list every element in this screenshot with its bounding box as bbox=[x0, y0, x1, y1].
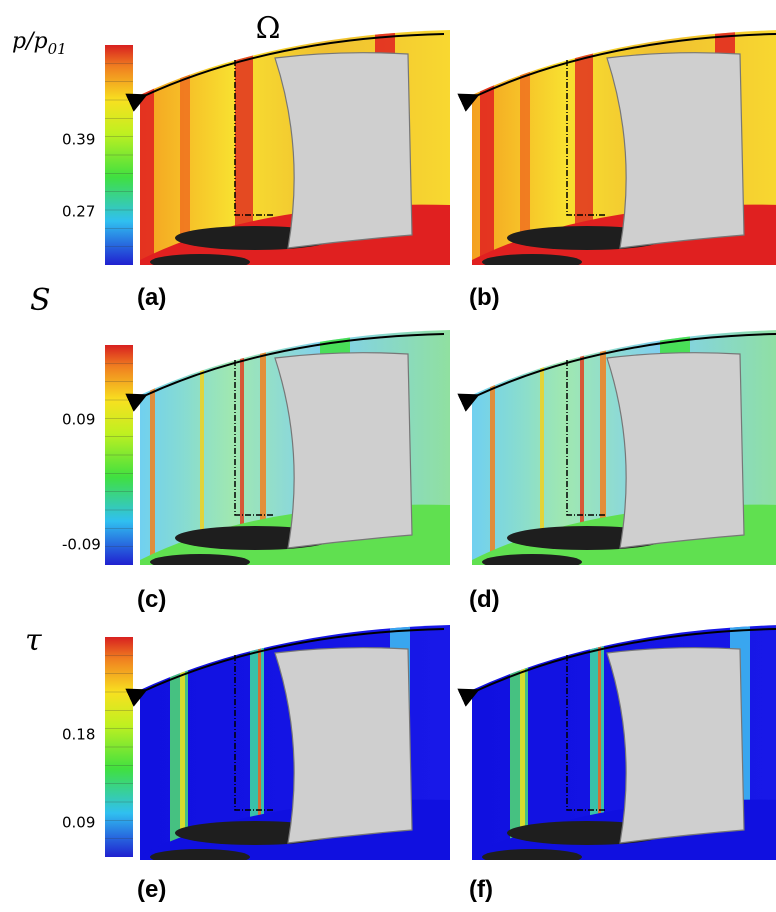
hub-blade bbox=[150, 849, 250, 865]
rotation-label: Ω bbox=[256, 11, 281, 46]
rotor-blade bbox=[607, 353, 744, 548]
field-streak bbox=[520, 30, 530, 265]
colorbar-tick-label: 0.09 bbox=[62, 814, 95, 832]
contour-panel bbox=[472, 330, 776, 570]
contour-panel bbox=[140, 30, 450, 270]
rotor-blade bbox=[607, 53, 744, 248]
variable-label: τ bbox=[25, 623, 42, 658]
variable-label: S bbox=[30, 283, 51, 318]
hub-blade bbox=[482, 554, 582, 570]
variable-symbol: S bbox=[30, 283, 51, 318]
variable-label: p/p01 bbox=[12, 29, 67, 58]
panel-label: (d) bbox=[469, 586, 500, 613]
colorbar-tick-label: 0.27 bbox=[62, 203, 95, 221]
variable-symbol: τ bbox=[25, 623, 42, 658]
field-streak bbox=[140, 30, 154, 265]
contour-panel bbox=[472, 30, 776, 270]
panel-label: (c) bbox=[137, 586, 166, 613]
panel-label: (b) bbox=[469, 284, 500, 311]
hub-blade bbox=[482, 849, 582, 865]
field-streak bbox=[180, 30, 190, 265]
contour-panel bbox=[140, 625, 450, 865]
contour-panel bbox=[472, 625, 776, 865]
field-streak bbox=[170, 625, 188, 860]
colorbar-tick-label: 0.09 bbox=[62, 411, 95, 429]
field-streak bbox=[490, 330, 495, 565]
variable-subscript: 01 bbox=[48, 40, 67, 58]
panel-label: (a) bbox=[137, 284, 166, 311]
figure: Ω p/p01 0.39 0.27 (a) (b) S 0.09 -0.09 (c) (d) τ 0.… bbox=[0, 0, 776, 912]
contour-panel bbox=[140, 330, 450, 570]
variable-symbol: p/p bbox=[12, 29, 48, 54]
rotor-blade bbox=[275, 648, 412, 843]
field-streak bbox=[180, 625, 185, 860]
rotor-blade bbox=[607, 648, 744, 843]
field-streak bbox=[150, 330, 155, 565]
rotor-blade bbox=[275, 53, 412, 248]
field-streak bbox=[480, 30, 494, 265]
colorbar-tick-label: 0.39 bbox=[62, 131, 95, 149]
panel-label: (f) bbox=[469, 876, 493, 903]
hub-blade bbox=[150, 254, 250, 270]
hub-blade bbox=[150, 554, 250, 570]
panel-label: (e) bbox=[137, 876, 166, 903]
colorbar-tick-label: -0.09 bbox=[62, 536, 101, 554]
field-streak bbox=[510, 625, 528, 860]
colorbar-tick-label: 0.18 bbox=[62, 726, 95, 744]
rotor-blade bbox=[275, 353, 412, 548]
field-streak bbox=[520, 625, 525, 860]
hub-blade bbox=[482, 254, 582, 270]
